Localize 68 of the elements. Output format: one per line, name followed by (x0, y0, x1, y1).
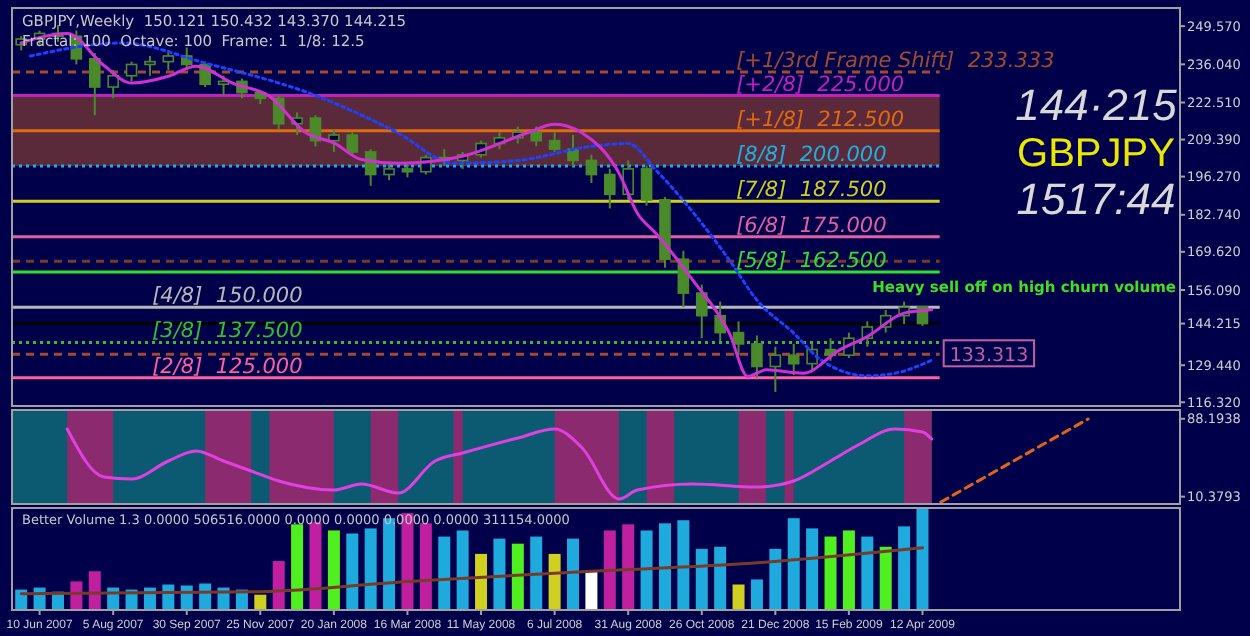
ref-line-label: [7/8] 187.500 (736, 178, 888, 203)
bar (769, 548, 782, 610)
bar (419, 523, 432, 610)
candlestick (162, 49, 175, 72)
annotation: 1517:44 (1016, 174, 1176, 224)
annotation: 133.313 (949, 345, 1029, 368)
bar (658, 523, 671, 610)
bar (842, 530, 855, 610)
candlestick (107, 69, 119, 100)
candlestick (585, 153, 598, 185)
bar (732, 584, 745, 610)
bar (475, 553, 488, 610)
bar (750, 579, 763, 610)
annotation: 144·215 (1015, 80, 1179, 130)
bar (364, 528, 377, 610)
bar (824, 536, 837, 610)
ref-line-label: [5/8] 162.500 (736, 248, 888, 273)
bar (677, 520, 690, 610)
ref-line-label: [8/8] 200.000 (736, 143, 888, 168)
ref-line-label: [6/8] 175.000 (736, 213, 888, 238)
line-series (65, 427, 934, 501)
bar (309, 522, 322, 610)
ref-line-label: [2/8] 125.000 (152, 354, 304, 379)
bar (916, 508, 929, 610)
ref-line-label: [+1/3rd Frame Shift] 233.333 (736, 48, 1055, 73)
bar (714, 546, 727, 610)
bar (346, 533, 359, 610)
candlestick (144, 54, 156, 77)
bar (548, 553, 561, 610)
candlestick (640, 165, 653, 207)
bar (327, 530, 340, 610)
bar (622, 524, 635, 610)
candlestick (530, 125, 543, 148)
candlestick (88, 52, 101, 117)
ref-line-label: [+1/8] 212.500 (736, 107, 905, 132)
bar (530, 536, 543, 610)
bar (898, 526, 911, 610)
ref-line-label: [4/8] 150.000 (152, 284, 304, 309)
bar (879, 546, 892, 610)
bar (493, 538, 506, 610)
bar (88, 571, 101, 610)
bar (861, 536, 874, 610)
bar (291, 524, 304, 610)
candlestick (548, 131, 561, 153)
bar (438, 536, 451, 610)
annotation: GBPJPY (1017, 132, 1175, 176)
ref-line-label: [+2/8] 225.000 (736, 72, 905, 97)
candlestick (787, 342, 800, 376)
candlestick (346, 131, 359, 156)
bar (787, 518, 800, 610)
candlestick (125, 60, 138, 83)
candlestick (604, 167, 616, 210)
bar (603, 530, 616, 610)
ref-line-label: [3/8] 137.500 (152, 319, 304, 344)
bar (272, 561, 285, 610)
bar (511, 543, 524, 610)
bar (640, 530, 653, 610)
bar (695, 548, 708, 610)
candlestick (751, 334, 763, 379)
candlestick (732, 320, 745, 357)
bar (254, 594, 267, 610)
candlestick (328, 128, 340, 153)
bar (567, 538, 580, 610)
candlestick (695, 283, 708, 340)
candlestick (769, 345, 782, 393)
bar (585, 571, 598, 610)
bar (806, 528, 819, 610)
bar (456, 530, 469, 610)
